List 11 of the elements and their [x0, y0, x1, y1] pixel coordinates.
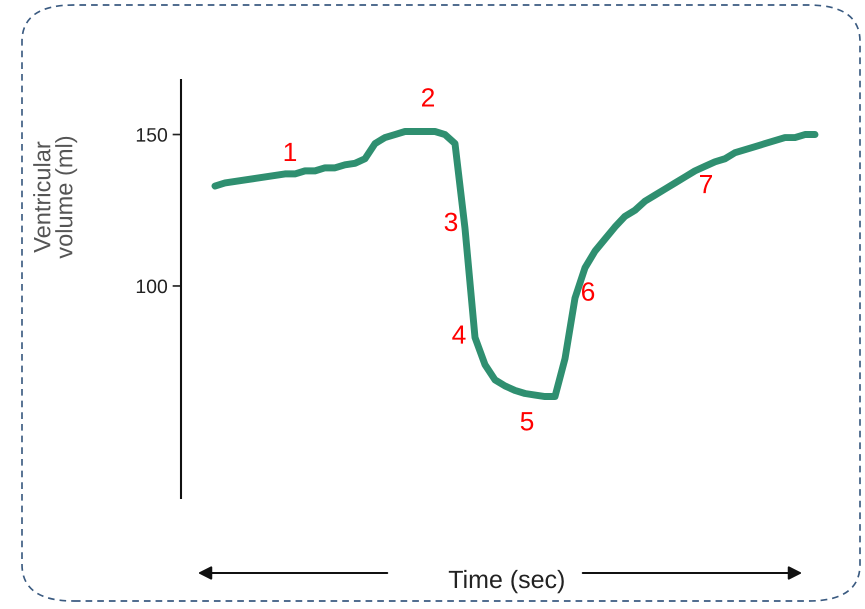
x-axis-title: Time (sec)	[448, 570, 564, 594]
y-tick-label: 100	[136, 279, 168, 294]
annotation: 4	[452, 326, 466, 344]
annotation: 5	[520, 412, 534, 431]
y-axis-title: Ventricular volume (ml)	[33, 136, 78, 259]
annotation: 1	[284, 142, 296, 162]
annotation: 6	[582, 282, 594, 301]
annotation: 3	[444, 212, 458, 232]
y-tick-label: 150	[136, 128, 168, 142]
annotation: 2	[422, 88, 434, 107]
annotation: 7	[700, 174, 712, 194]
